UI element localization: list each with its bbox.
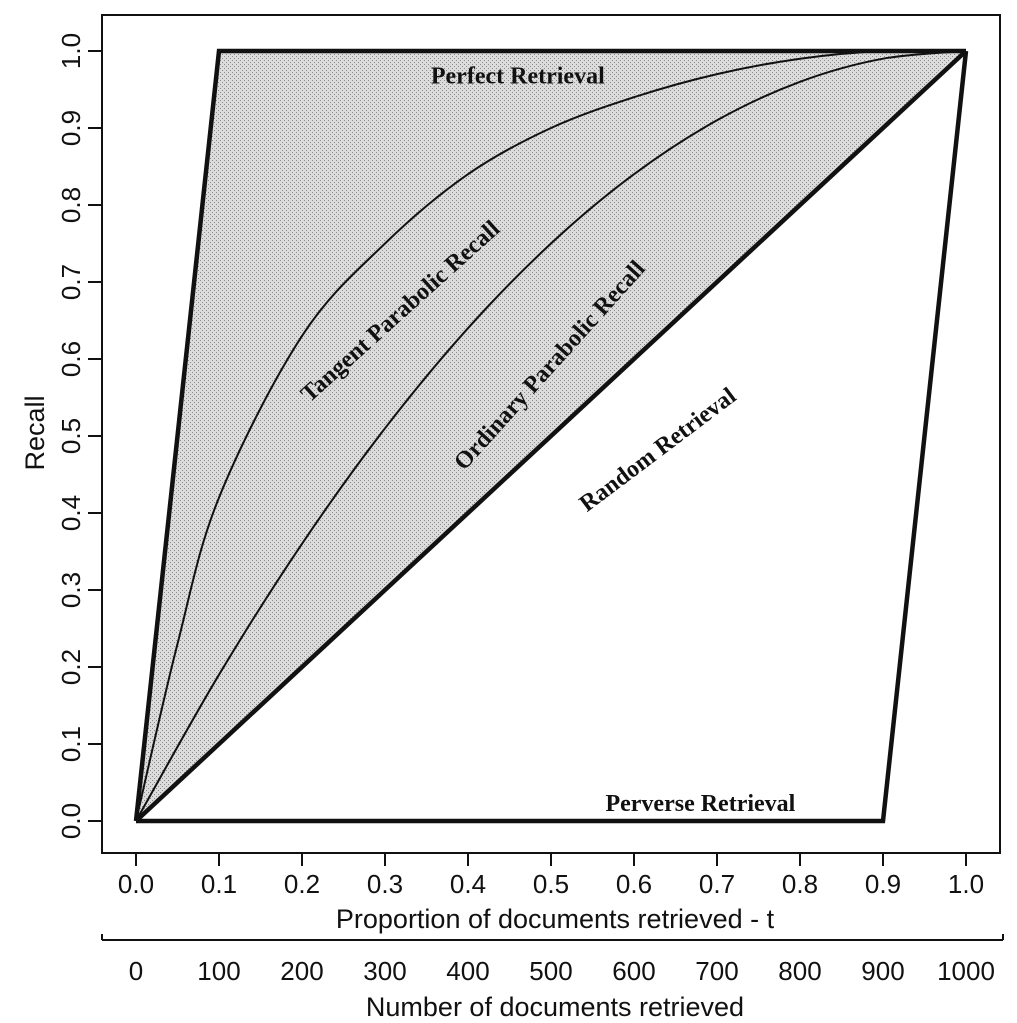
x-tick-label: 1.0 bbox=[948, 869, 984, 899]
y-tick-label: 1.0 bbox=[56, 33, 86, 69]
series-line-perfect bbox=[133, 48, 966, 822]
x-tick-label: 0.6 bbox=[616, 869, 652, 899]
x-tick-label: 0.4 bbox=[450, 869, 486, 899]
secondary-x-tick-label: 700 bbox=[695, 956, 738, 986]
y-tick-label: 0.0 bbox=[56, 803, 86, 839]
x-tick-label: 0.1 bbox=[201, 869, 237, 899]
series-line-ordinary-parabolic bbox=[135, 50, 967, 822]
series-line-tangent-parabolic bbox=[135, 49, 967, 822]
secondary-x-tick-label: 500 bbox=[529, 956, 572, 986]
y-tick-label: 0.1 bbox=[56, 726, 86, 762]
x-tick-label: 0.8 bbox=[782, 869, 818, 899]
secondary-x-tick-label: 800 bbox=[778, 956, 821, 986]
secondary-x-tick-label: 200 bbox=[280, 956, 323, 986]
secondary-x-tick-label: 900 bbox=[861, 956, 904, 986]
y-axis-title: Recall bbox=[20, 395, 50, 470]
y-tick-label: 0.4 bbox=[56, 495, 86, 531]
y-tick-label: 0.7 bbox=[56, 264, 86, 300]
y-tick-label: 0.9 bbox=[56, 110, 86, 146]
x-tick-label: 0.5 bbox=[533, 869, 569, 899]
y-tick-label: 0.3 bbox=[56, 572, 86, 608]
secondary-x-tick-label: 600 bbox=[612, 956, 655, 986]
x-tick-label: 0.2 bbox=[284, 869, 320, 899]
y-tick-label: 0.2 bbox=[56, 649, 86, 685]
y-tick-label: 0.8 bbox=[56, 187, 86, 223]
x-tick-label: 0.3 bbox=[367, 869, 403, 899]
secondary-x-tick-label: 400 bbox=[446, 956, 489, 986]
x-tick-label: 0.0 bbox=[118, 869, 154, 899]
secondary-x-axis-title: Number of documents retrieved bbox=[366, 992, 744, 1022]
series-line-perverse bbox=[136, 50, 969, 824]
secondary-x-tick-label: 1000 bbox=[937, 956, 995, 986]
secondary-x-tick-label: 0 bbox=[129, 956, 143, 986]
annotation-label: Perverse Retrieval bbox=[605, 791, 795, 817]
annotation-label: Perfect Retrieval bbox=[431, 63, 605, 89]
series-line-random bbox=[134, 49, 968, 823]
y-tick-label: 0.6 bbox=[56, 341, 86, 377]
secondary-x-tick-label: 100 bbox=[197, 956, 240, 986]
x-tick-label: 0.7 bbox=[699, 869, 735, 899]
y-tick-label: 0.5 bbox=[56, 418, 86, 454]
x-tick-label: 0.9 bbox=[865, 869, 901, 899]
x-axis-title: Proportion of documents retrieved - t bbox=[336, 904, 775, 934]
secondary-x-tick-label: 300 bbox=[363, 956, 406, 986]
annotation-label: Random Retrieval bbox=[575, 383, 742, 518]
